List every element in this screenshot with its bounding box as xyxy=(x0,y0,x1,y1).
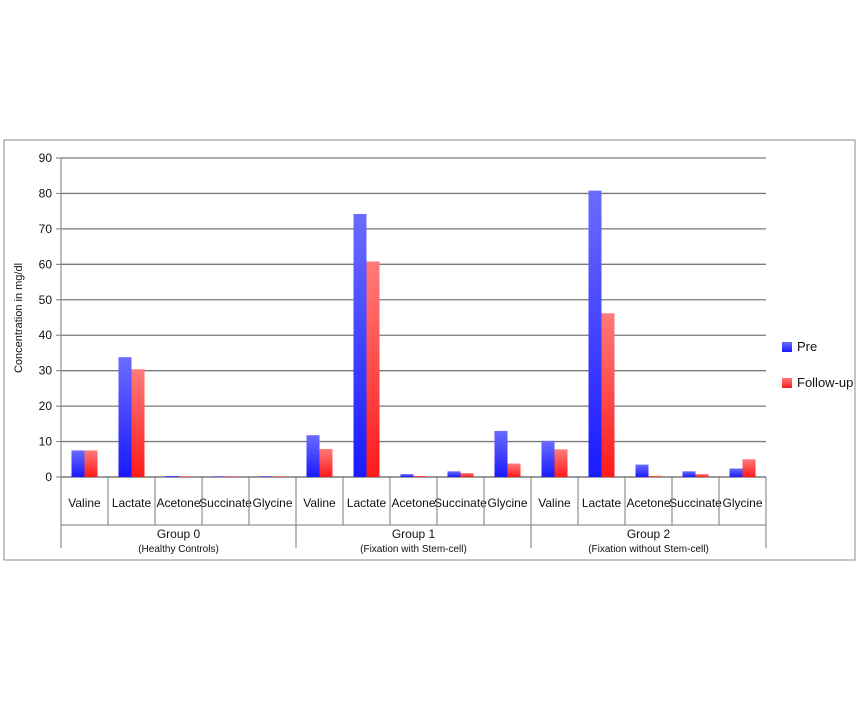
x-category-label: Valine xyxy=(303,496,336,510)
legend-label: Pre xyxy=(797,339,817,354)
x-category-label: Glycine xyxy=(252,496,292,510)
bar-pre-group-0-acetone xyxy=(165,475,179,477)
bar-pre-group-1-lactate xyxy=(353,214,367,477)
bar-follow-up-group-1-acetone xyxy=(413,475,427,477)
bar-pre-group-0-lactate xyxy=(118,357,132,477)
y-tick-label: 10 xyxy=(39,435,53,449)
x-category-label: Acetone xyxy=(626,496,670,510)
chart-border xyxy=(3,139,856,561)
group-label: Group 2 xyxy=(627,527,671,541)
x-category-label: Glycine xyxy=(487,496,527,510)
x-category-label: Glycine xyxy=(722,496,762,510)
bar-follow-up-group-0-succinate xyxy=(225,476,239,477)
x-category-label: Lactate xyxy=(582,496,622,510)
bar-follow-up-group-2-glycine xyxy=(742,459,756,477)
x-category-label: Succinate xyxy=(434,496,487,510)
group-sublabel: (Fixation with Stem-cell) xyxy=(360,544,467,555)
bars xyxy=(71,190,756,477)
bar-follow-up-group-0-lactate xyxy=(131,369,145,477)
bar-follow-up-group-0-glycine xyxy=(272,476,286,477)
bar-pre-group-0-valine xyxy=(71,450,85,477)
y-tick-label: 80 xyxy=(39,186,53,200)
bar-follow-up-group-1-lactate xyxy=(366,261,380,477)
bar-pre-group-2-valine xyxy=(541,440,555,477)
x-category-label: Valine xyxy=(538,496,571,510)
y-axis-label: Concentration in mg/dl xyxy=(13,263,25,373)
bar-follow-up-group-2-succinate xyxy=(695,474,709,477)
bar-follow-up-group-2-lactate xyxy=(601,313,615,477)
group-label: Group 0 xyxy=(157,527,201,541)
bar-pre-group-1-valine xyxy=(306,435,320,477)
legend-swatch xyxy=(782,342,792,352)
bar-pre-group-2-acetone xyxy=(635,464,649,477)
legend-swatch xyxy=(782,378,792,388)
x-category-label: Lactate xyxy=(112,496,152,510)
group-label: Group 1 xyxy=(392,527,436,541)
bar-follow-up-group-2-acetone xyxy=(648,475,662,477)
bar-follow-up-group-0-valine xyxy=(84,450,98,477)
bar-follow-up-group-1-succinate xyxy=(460,473,474,477)
group-sublabel: (Healthy Controls) xyxy=(138,544,219,555)
legend-label: Follow-up xyxy=(797,375,853,390)
bar-pre-group-2-glycine xyxy=(729,468,743,477)
y-tick-label: 30 xyxy=(39,364,53,378)
legend: Pre Follow-up xyxy=(782,339,853,390)
y-tick-label: 50 xyxy=(39,293,53,307)
bar-follow-up-group-1-glycine xyxy=(507,463,521,477)
bar-pre-group-0-glycine xyxy=(259,476,273,477)
x-category-label: Lactate xyxy=(347,496,387,510)
x-category-label: Acetone xyxy=(391,496,435,510)
bar-follow-up-group-0-acetone xyxy=(178,476,192,477)
bar-follow-up-group-1-valine xyxy=(319,448,333,477)
bar-follow-up-group-2-valine xyxy=(554,449,568,477)
x-category-label: Acetone xyxy=(156,496,200,510)
bar-pre-group-1-succinate xyxy=(447,471,461,477)
bar-pre-group-0-succinate xyxy=(212,476,226,477)
y-tick-label: 40 xyxy=(39,328,53,342)
y-tick-label: 70 xyxy=(39,222,53,236)
x-category-label: Succinate xyxy=(669,496,722,510)
y-tick-label: 0 xyxy=(45,470,52,484)
bar-pre-group-1-acetone xyxy=(400,474,414,477)
bar-pre-group-2-succinate xyxy=(682,471,696,477)
y-tick-label: 20 xyxy=(39,399,53,413)
x-category-label: Succinate xyxy=(199,496,252,510)
bar-pre-group-1-glycine xyxy=(494,430,508,477)
y-axis-ticks: 0 10 20 30 40 50 60 70 80 90 xyxy=(39,151,62,484)
x-category-label: Valine xyxy=(68,496,101,510)
group-sublabel: (Fixation without Stem-cell) xyxy=(588,544,709,555)
y-tick-label: 90 xyxy=(39,151,53,165)
y-tick-label: 60 xyxy=(39,257,53,271)
bar-pre-group-2-lactate xyxy=(588,190,602,477)
